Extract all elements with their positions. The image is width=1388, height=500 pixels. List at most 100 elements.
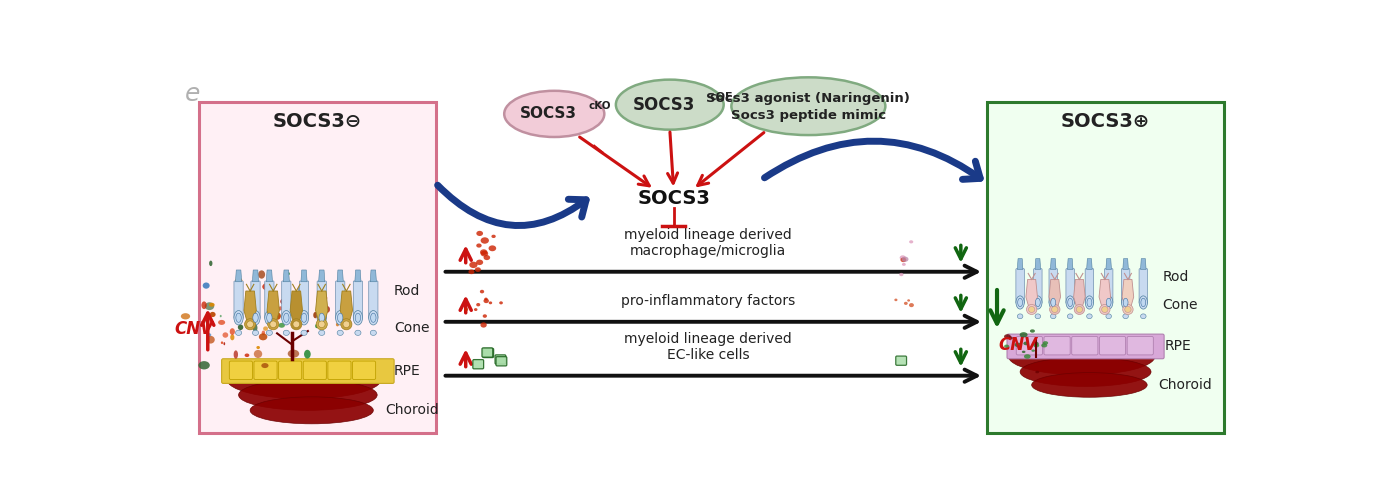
FancyBboxPatch shape bbox=[1099, 336, 1126, 355]
Ellipse shape bbox=[266, 313, 272, 322]
Ellipse shape bbox=[468, 270, 475, 274]
Ellipse shape bbox=[262, 330, 265, 335]
Ellipse shape bbox=[480, 238, 489, 244]
Ellipse shape bbox=[1017, 298, 1023, 306]
FancyBboxPatch shape bbox=[483, 348, 494, 358]
Ellipse shape bbox=[909, 240, 913, 244]
Polygon shape bbox=[1049, 280, 1060, 307]
Ellipse shape bbox=[315, 324, 318, 328]
Ellipse shape bbox=[1022, 350, 1026, 353]
Polygon shape bbox=[266, 270, 272, 282]
Polygon shape bbox=[1099, 280, 1110, 307]
Text: Cone: Cone bbox=[1163, 298, 1198, 312]
Ellipse shape bbox=[1004, 334, 1010, 339]
FancyBboxPatch shape bbox=[1072, 336, 1098, 355]
FancyBboxPatch shape bbox=[1049, 268, 1058, 303]
Ellipse shape bbox=[901, 258, 906, 262]
Ellipse shape bbox=[473, 308, 477, 311]
Ellipse shape bbox=[480, 290, 484, 294]
Ellipse shape bbox=[239, 316, 242, 318]
Ellipse shape bbox=[1029, 306, 1035, 312]
Ellipse shape bbox=[198, 361, 210, 370]
FancyBboxPatch shape bbox=[251, 281, 260, 318]
FancyBboxPatch shape bbox=[496, 356, 507, 366]
Ellipse shape bbox=[279, 306, 283, 310]
Ellipse shape bbox=[268, 318, 279, 330]
Text: Rod: Rod bbox=[1163, 270, 1190, 284]
Ellipse shape bbox=[300, 310, 308, 325]
Ellipse shape bbox=[247, 321, 254, 328]
Ellipse shape bbox=[1087, 298, 1092, 306]
Ellipse shape bbox=[244, 318, 255, 330]
Ellipse shape bbox=[1020, 332, 1027, 338]
Ellipse shape bbox=[254, 350, 262, 358]
Ellipse shape bbox=[475, 268, 480, 272]
Ellipse shape bbox=[355, 313, 361, 322]
Ellipse shape bbox=[469, 262, 477, 268]
Ellipse shape bbox=[230, 334, 235, 340]
Ellipse shape bbox=[909, 303, 913, 307]
Ellipse shape bbox=[337, 313, 343, 322]
Ellipse shape bbox=[293, 321, 300, 328]
Ellipse shape bbox=[1027, 304, 1037, 314]
Ellipse shape bbox=[201, 302, 207, 309]
Ellipse shape bbox=[314, 312, 318, 318]
Ellipse shape bbox=[483, 298, 489, 303]
Ellipse shape bbox=[301, 313, 307, 322]
FancyBboxPatch shape bbox=[336, 281, 344, 318]
Ellipse shape bbox=[1004, 344, 1009, 348]
Ellipse shape bbox=[1024, 354, 1031, 358]
FancyBboxPatch shape bbox=[265, 281, 273, 318]
Ellipse shape bbox=[239, 380, 378, 410]
Ellipse shape bbox=[1066, 296, 1074, 309]
Ellipse shape bbox=[254, 333, 257, 336]
Ellipse shape bbox=[894, 298, 898, 301]
FancyBboxPatch shape bbox=[282, 281, 291, 318]
Ellipse shape bbox=[262, 283, 273, 290]
Ellipse shape bbox=[282, 306, 291, 312]
Ellipse shape bbox=[1023, 342, 1029, 345]
Ellipse shape bbox=[904, 302, 908, 305]
Ellipse shape bbox=[204, 302, 214, 310]
Ellipse shape bbox=[1074, 304, 1084, 314]
Polygon shape bbox=[1051, 258, 1056, 270]
Ellipse shape bbox=[207, 336, 215, 344]
Polygon shape bbox=[319, 270, 325, 282]
Ellipse shape bbox=[275, 312, 280, 320]
Polygon shape bbox=[1067, 258, 1073, 270]
Ellipse shape bbox=[1051, 314, 1056, 318]
Ellipse shape bbox=[1016, 296, 1024, 309]
Ellipse shape bbox=[219, 315, 222, 318]
Polygon shape bbox=[283, 270, 289, 282]
FancyBboxPatch shape bbox=[328, 361, 351, 380]
Ellipse shape bbox=[1067, 314, 1073, 318]
Ellipse shape bbox=[1123, 298, 1128, 306]
Ellipse shape bbox=[244, 354, 250, 357]
Text: SOCS3: SOCS3 bbox=[633, 96, 695, 114]
Ellipse shape bbox=[731, 78, 886, 135]
Ellipse shape bbox=[301, 330, 307, 336]
Ellipse shape bbox=[253, 313, 258, 322]
FancyBboxPatch shape bbox=[222, 359, 394, 384]
Ellipse shape bbox=[480, 250, 489, 256]
Ellipse shape bbox=[290, 318, 301, 330]
Ellipse shape bbox=[1033, 342, 1038, 345]
Polygon shape bbox=[244, 291, 257, 322]
Ellipse shape bbox=[355, 330, 361, 336]
Ellipse shape bbox=[489, 302, 493, 304]
Text: SOCS3: SOCS3 bbox=[637, 189, 711, 208]
Ellipse shape bbox=[248, 304, 253, 308]
Ellipse shape bbox=[491, 234, 496, 238]
Text: myeloid lineage derived
EC-like cells: myeloid lineage derived EC-like cells bbox=[625, 332, 793, 362]
Polygon shape bbox=[337, 270, 343, 282]
Ellipse shape bbox=[371, 330, 376, 336]
Polygon shape bbox=[1074, 280, 1085, 307]
Ellipse shape bbox=[251, 310, 260, 325]
FancyBboxPatch shape bbox=[473, 360, 483, 369]
Ellipse shape bbox=[902, 256, 909, 262]
Ellipse shape bbox=[304, 350, 311, 358]
Polygon shape bbox=[315, 291, 328, 322]
Ellipse shape bbox=[476, 260, 483, 265]
Ellipse shape bbox=[251, 317, 258, 323]
Ellipse shape bbox=[483, 314, 487, 318]
